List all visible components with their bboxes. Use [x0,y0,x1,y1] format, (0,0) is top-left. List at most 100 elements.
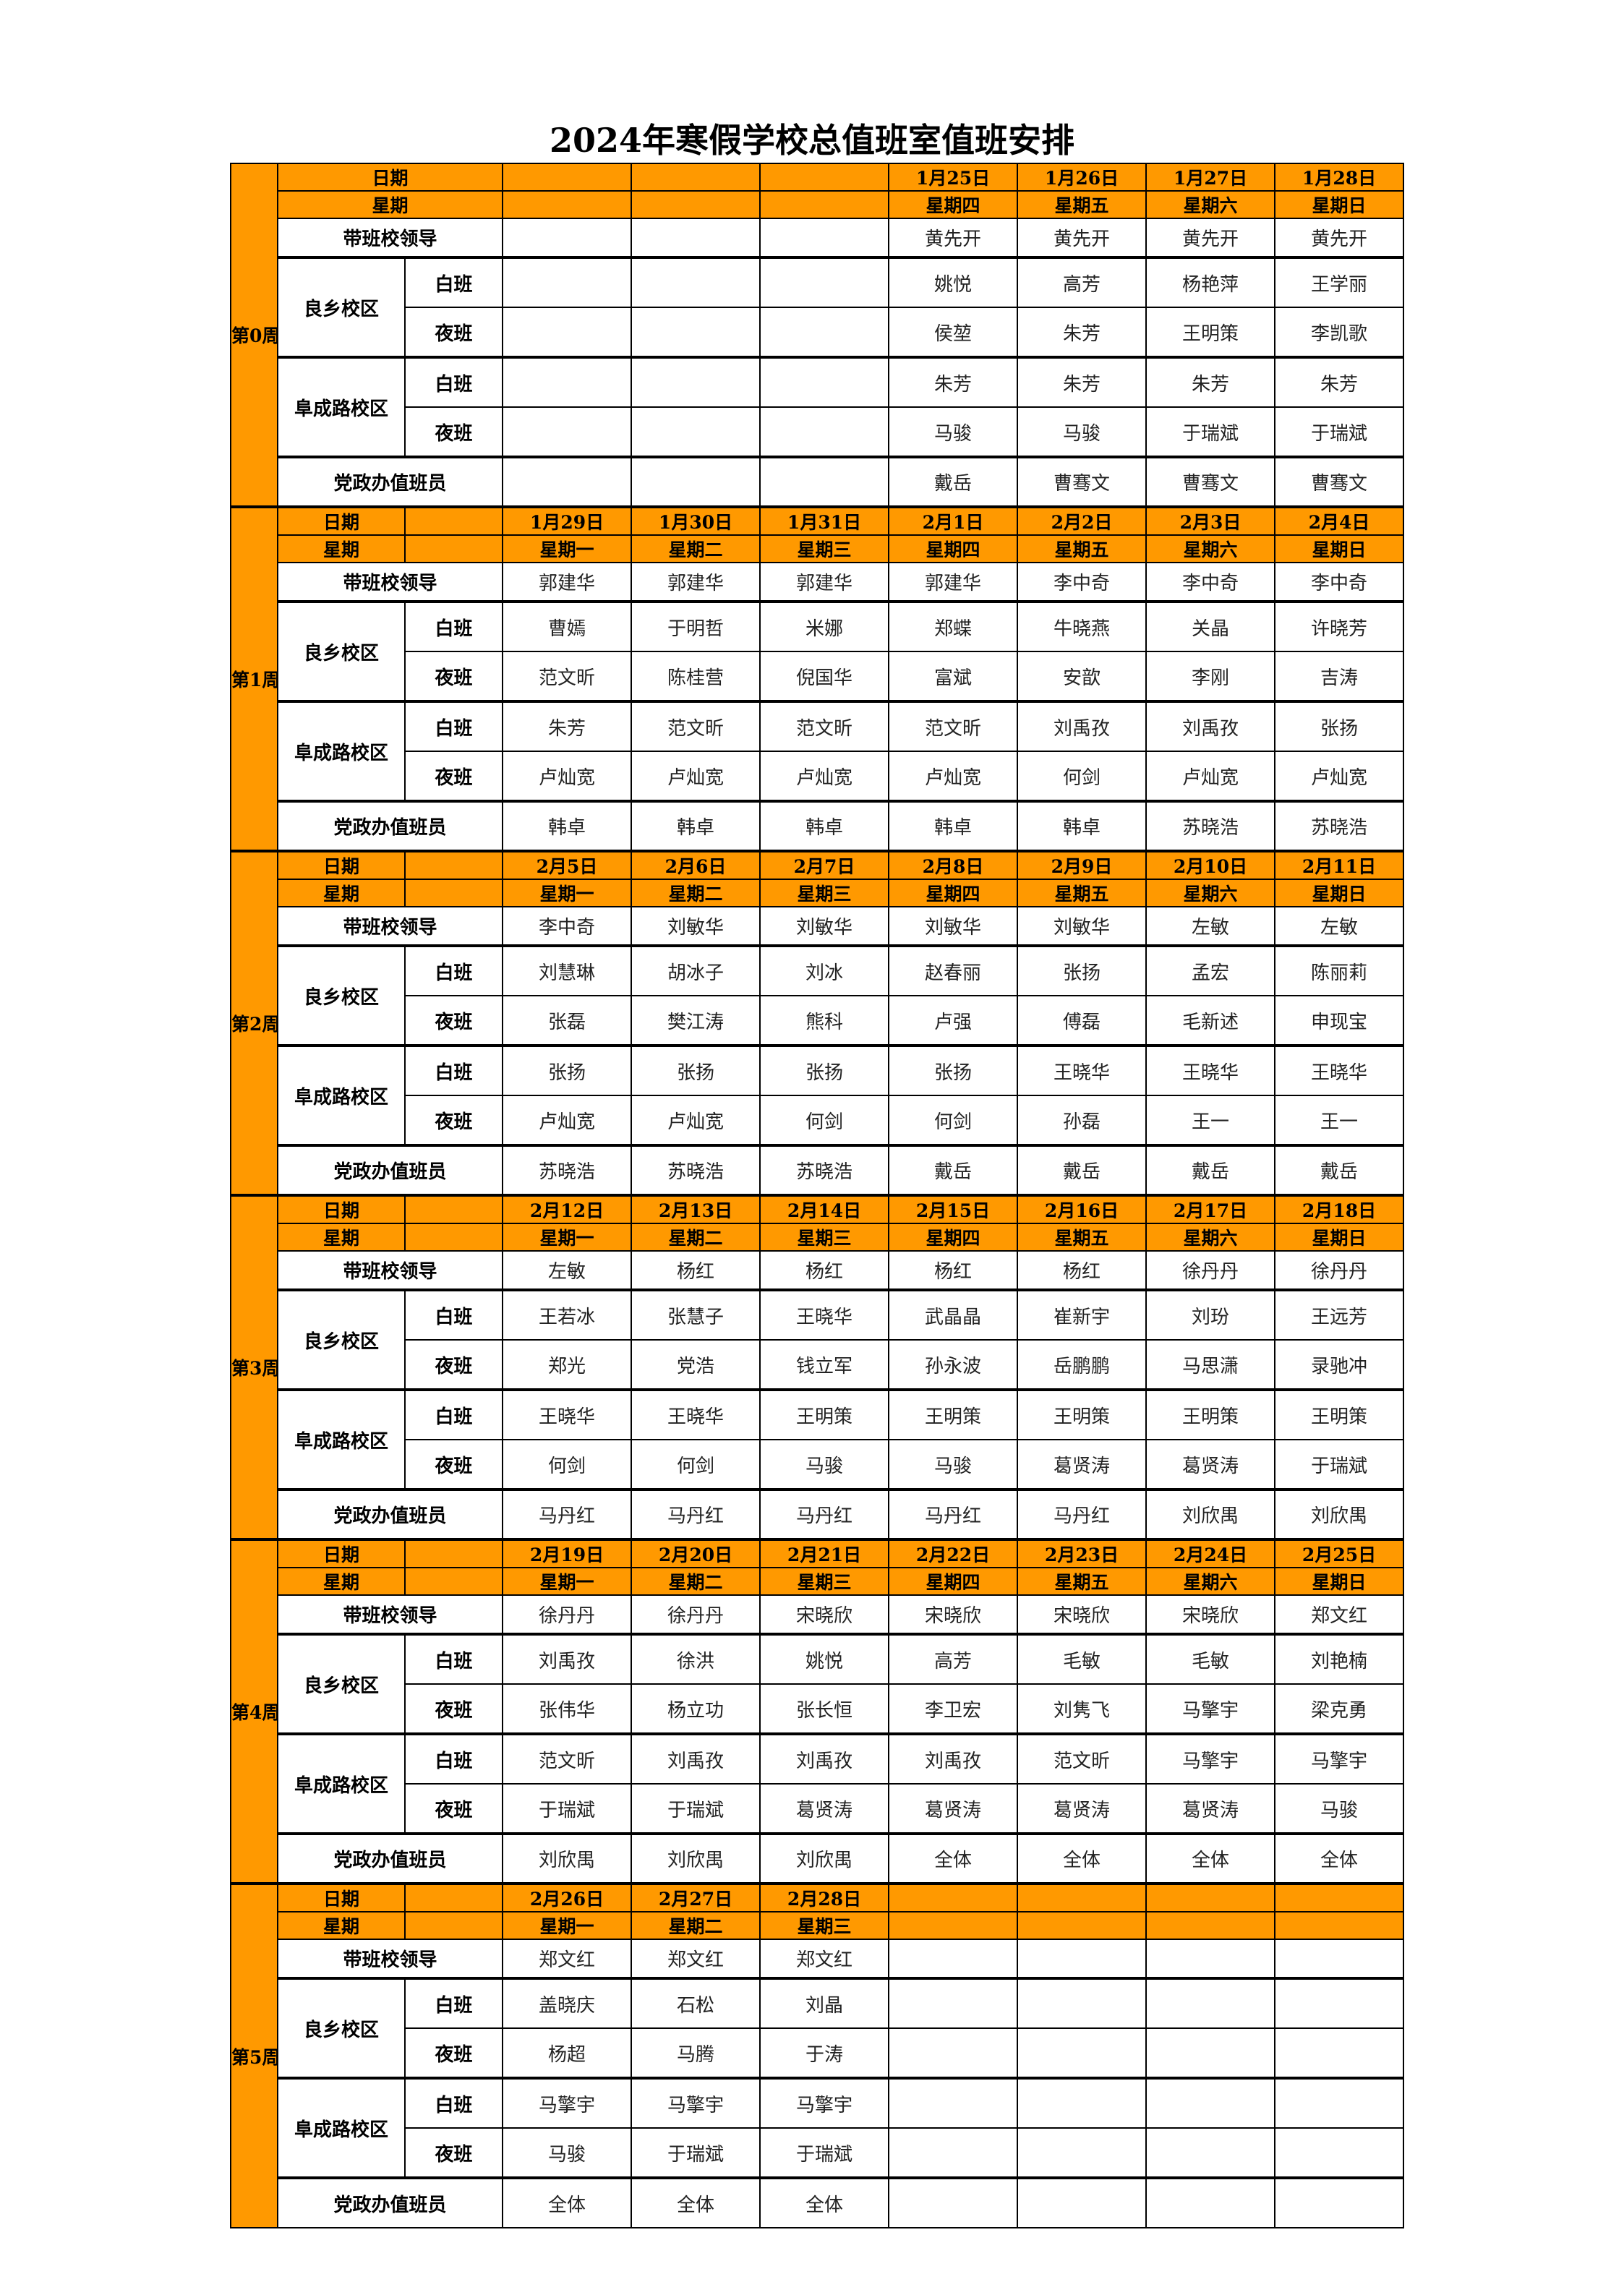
date-cell: 2月28日 [759,1882,890,1912]
date-header: 日期 [277,1538,406,1568]
duty-person-cell [1145,2027,1276,2079]
week-label: 第3周 [230,1194,278,1540]
duty-person-cell [631,456,761,508]
date-cell: 1月31日 [759,505,890,536]
duty-person-cell: 于瑞斌 [631,2127,761,2179]
fucheng-night-row: 夜班 何剑 何剑 马骏 马骏 葛贤涛 葛贤涛 于瑞斌 [231,1439,1405,1490]
party-office-row: 党政办值班员 刘欣禺 刘欣禺 刘欣禺 全体 全体 全体 全体 [231,1832,1405,1884]
liangxiang-day-row: 良乡校区 白班 王若冰 张慧子 王晓华 武晶晶 崔新宇 刘玢 王远芳 [231,1288,1405,1390]
weekday-cell [1145,1911,1276,1940]
weekday-cell: 星期四 [888,879,1019,907]
duty-schedule-table: 第0周 日期 1月25日 1月26日 1月27日 1月28日 星期 星期四 星期五 星期六 星期日带… [230,163,1405,2228]
duty-person-cell: 杨艳萍 [1145,256,1276,308]
day-shift-label: 白班 [403,1977,504,2029]
duty-person-cell: 马丹红 [1017,1488,1148,1540]
weekday-cell: 星期二 [631,1567,761,1596]
duty-person-cell: 张扬 [1017,944,1148,996]
weekday-cell [631,190,761,219]
weekday-cell: 星期二 [631,1223,761,1252]
duty-person-cell: 王一 [1274,1095,1405,1146]
duty-person-cell: 马擎宇 [502,2077,633,2129]
leader-label: 带班校领导 [276,562,504,602]
campus-liangxiang-label: 良乡校区 [277,600,406,702]
empty-cell [403,850,504,880]
date-cell [888,1882,1019,1912]
duty-person-cell [1274,2077,1405,2129]
weekday-row: 星期 星期一 星期二 星期三 [231,1911,1405,1940]
leader-row: 带班校领导 郭建华 郭建华 郭建华 郭建华 李中奇 李中奇 李中奇 [231,562,1405,602]
date-header: 日期 [277,850,406,880]
duty-person-cell: 陈桂营 [631,651,761,702]
duty-person-cell: 毛敏 [1017,1633,1148,1685]
date-cell: 2月10日 [1145,850,1276,880]
duty-person-cell: 刘禹孜 [1017,700,1148,752]
weekday-header: 星期 [277,879,406,907]
duty-person-cell: 石松 [631,1977,761,2029]
duty-person-cell [502,406,633,458]
campus-fucheng-label: 阜成路校区 [277,2077,406,2179]
weekday-cell: 星期日 [1274,1223,1405,1252]
duty-person-cell: 韩卓 [888,800,1019,852]
campus-liangxiang-label: 良乡校区 [277,944,406,1046]
duty-person-cell: 杨红 [631,1250,761,1291]
duty-person-cell: 戴岳 [1017,1144,1148,1196]
duty-person-cell: 关晶 [1145,600,1276,652]
weekday-cell: 星期二 [631,1911,761,1940]
duty-person-cell [759,307,890,358]
duty-person-cell: 葛贤涛 [1145,1439,1276,1490]
duty-person-cell: 马思潇 [1145,1339,1276,1390]
duty-person-cell: 张扬 [631,1044,761,1096]
date-cell: 2月2日 [1017,505,1148,536]
duty-person-cell: 卢灿宽 [1274,751,1405,802]
duty-person-cell [1145,2127,1276,2179]
week-label: 第1周 [230,505,278,852]
duty-person-cell [502,307,633,358]
date-cell [1017,1882,1148,1912]
duty-person-cell: 马骏 [502,2127,633,2179]
duty-person-cell [759,256,890,308]
duty-person-cell: 徐丹丹 [631,1594,761,1635]
night-shift-label: 夜班 [403,651,504,702]
duty-person-cell: 王明策 [759,1388,890,1440]
duty-person-cell: 姚悦 [759,1633,890,1685]
date-cell: 2月23日 [1017,1538,1148,1568]
week-label: 第5周 [230,1882,278,2228]
day-shift-label: 白班 [403,1388,504,1440]
duty-person-cell: 韩卓 [759,800,890,852]
duty-person-cell: 熊科 [759,995,890,1046]
duty-person-cell: 郭建华 [631,562,761,602]
party-office-row: 党政办值班员 韩卓 韩卓 韩卓 韩卓 韩卓 苏晓浩 苏晓浩 [231,800,1405,852]
campus-fucheng-label: 阜成路校区 [277,1388,406,1490]
fucheng-day-row: 阜成路校区 白班 马擎宇 马擎宇 马擎宇 [231,2077,1405,2179]
date-cell: 2月14日 [759,1194,890,1224]
duty-person-cell: 牛晓燕 [1017,600,1148,652]
weekday-cell: 星期三 [759,1223,890,1252]
weekday-cell: 星期三 [759,1911,890,1940]
weekday-cell: 星期五 [1017,534,1148,563]
duty-person-cell [1274,1977,1405,2029]
duty-person-cell [631,356,761,408]
duty-person-cell: 王明策 [1145,307,1276,358]
duty-person-cell: 赵春丽 [888,944,1019,996]
empty-cell [403,1567,504,1596]
duty-person-cell: 李中奇 [1274,562,1405,602]
date-cell: 2月16日 [1017,1194,1148,1224]
duty-person-cell [759,218,890,258]
night-shift-label: 夜班 [403,307,504,358]
weekday-cell: 星期三 [759,1567,890,1596]
weekday-row: 星期 星期一 星期二 星期三 星期四 星期五 星期六 星期日 [231,1223,1405,1252]
party-office-row: 党政办值班员 全体 全体 全体 [231,2176,1405,2228]
duty-person-cell: 韩卓 [1017,800,1148,852]
leader-label: 带班校领导 [276,1594,504,1635]
day-shift-label: 白班 [403,944,504,996]
duty-person-cell: 富斌 [888,651,1019,702]
duty-person-cell: 王若冰 [502,1288,633,1341]
weekday-cell: 星期日 [1274,534,1405,563]
duty-person-cell: 马擎宇 [631,2077,761,2129]
weekday-header: 星期 [277,1911,406,1940]
date-row: 第2周 日期 2月5日 2月6日 2月7日 2月8日 2月9日 2月10日 2月11日 [230,850,1405,1196]
duty-person-cell: 胡冰子 [631,944,761,996]
leader-label: 带班校领导 [276,218,504,258]
duty-person-cell: 王晓华 [759,1288,890,1341]
weekday-cell: 星期五 [1017,1567,1148,1596]
